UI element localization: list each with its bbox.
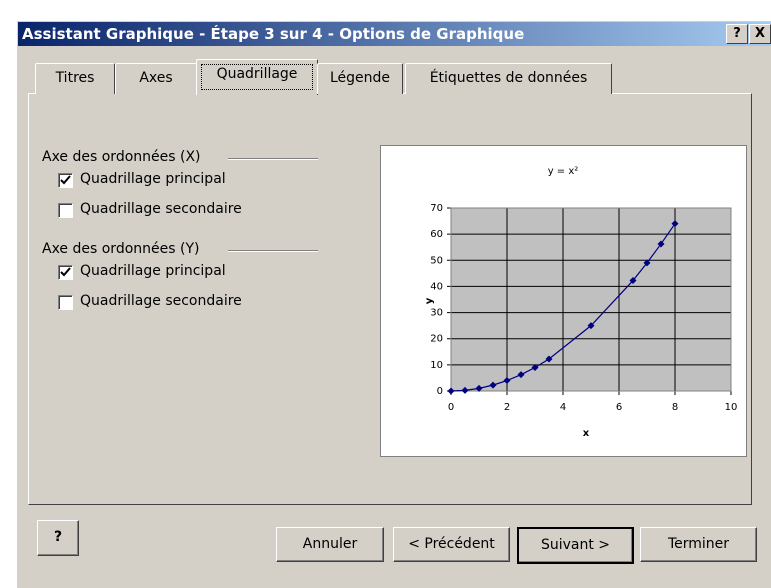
checkbox[interactable] <box>58 295 73 310</box>
window-title: Assistant Graphique - Étape 3 sur 4 - Op… <box>22 22 524 46</box>
x-tick-label: 6 <box>616 402 622 413</box>
group-label: Axe des ordonnées (X) <box>42 149 201 165</box>
group-label: Axe des ordonnées (Y) <box>42 241 199 257</box>
checkbox-label[interactable]: Quadrillage secondaire <box>80 293 242 309</box>
checkbox-label[interactable]: Quadrillage principal <box>80 263 226 279</box>
y-tick-label: 70 <box>430 203 443 214</box>
y-axis-label: y <box>424 297 435 304</box>
checkbox-label[interactable]: Quadrillage secondaire <box>80 201 242 217</box>
x-tick-label: 8 <box>672 402 678 413</box>
tab[interactable]: Étiquettes de données <box>405 63 612 94</box>
help-title-button[interactable]: ? <box>726 24 748 44</box>
check-mark <box>59 174 72 187</box>
checkbox[interactable] <box>58 173 73 188</box>
screen: Assistant Graphique - Étape 3 sur 4 - Op… <box>0 0 771 587</box>
y-tick-label: 30 <box>430 308 443 319</box>
chart: y = x² x y 0 10 20 30 40 50 60 70 0 2 4 6 8 10 <box>381 146 746 456</box>
tab[interactable]: Axes <box>115 63 197 94</box>
x-tick-label: 0 <box>448 402 454 413</box>
plot-area <box>451 208 731 391</box>
checkbox[interactable] <box>58 203 73 218</box>
close-button[interactable]: X <box>749 24 771 44</box>
checkbox-label[interactable]: Quadrillage principal <box>80 171 226 187</box>
chart-title: y = x² <box>548 166 579 177</box>
checkbox[interactable] <box>58 265 73 280</box>
tab[interactable]: Quadrillage <box>196 59 318 95</box>
x-axis-label: x <box>583 428 590 439</box>
button[interactable]: Suivant > <box>517 527 634 564</box>
x-tick-label: 2 <box>504 402 510 413</box>
y-tick-label: 10 <box>430 360 443 371</box>
x-tick-label: 4 <box>560 402 566 413</box>
x-tick-label: 10 <box>725 402 738 413</box>
group-separator <box>228 158 318 160</box>
y-tick-label: 40 <box>430 281 443 292</box>
button[interactable]: < Précédent <box>393 527 510 562</box>
tab[interactable]: Légende <box>317 63 403 94</box>
y-tick-label: 50 <box>430 255 443 266</box>
y-tick-label: 0 <box>437 386 443 397</box>
button[interactable]: Annuler <box>276 527 384 562</box>
group-separator <box>228 250 318 252</box>
check-mark <box>59 266 72 279</box>
help-button[interactable]: ? <box>37 520 79 556</box>
chart-preview: y = x² x y 0 10 20 30 40 50 60 70 0 2 4 6 8 10 <box>380 145 747 457</box>
button[interactable]: Terminer <box>640 527 757 562</box>
tab[interactable]: Titres <box>35 63 115 94</box>
title-bar: Assistant Graphique - Étape 3 sur 4 - Op… <box>18 22 771 46</box>
y-tick-label: 60 <box>430 229 443 240</box>
y-tick-label: 20 <box>430 334 443 345</box>
